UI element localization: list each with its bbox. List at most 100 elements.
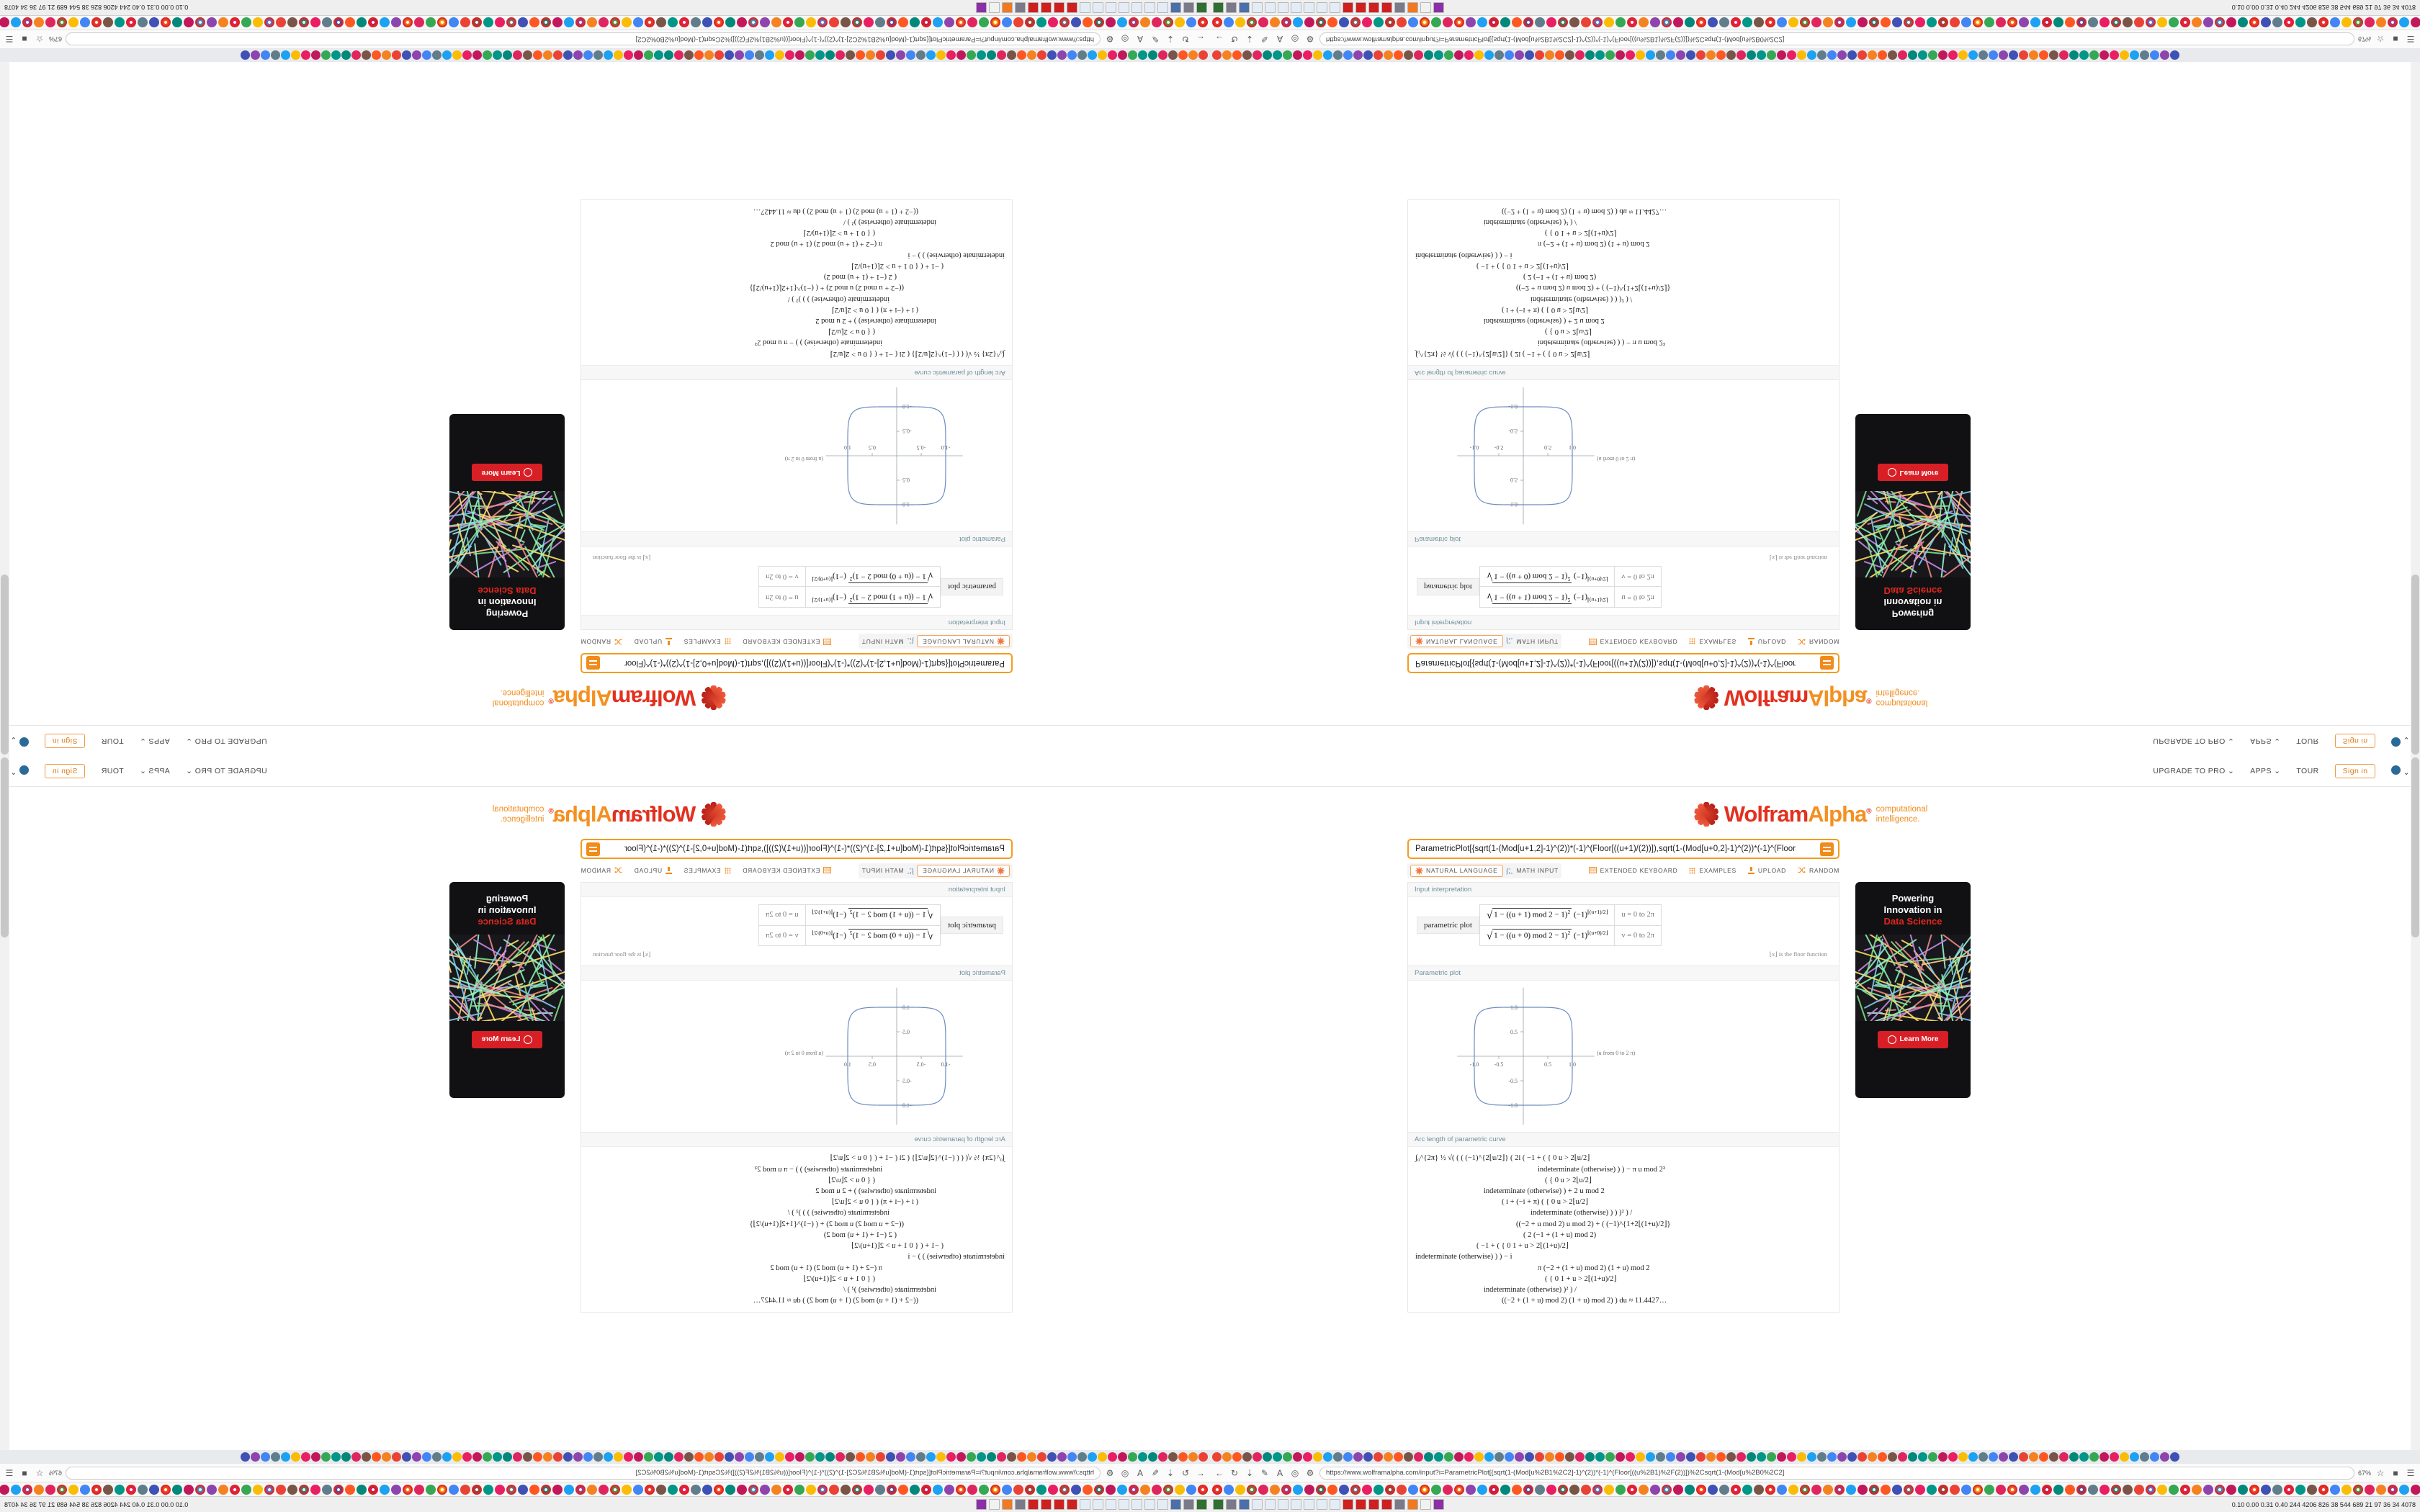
browser-tab[interactable] — [936, 51, 946, 60]
search-input[interactable]: ParametricPlot[{sqrt(1-(Mod[u+1,2]-1)^(2… — [1407, 653, 1839, 673]
browser-tab[interactable] — [261, 51, 270, 60]
address-bar[interactable]: https://www.wolframalpha.com/input?i=Par… — [66, 1467, 1101, 1480]
bookmark-favicon[interactable] — [2192, 18, 2202, 28]
reload-icon[interactable]: ↻ — [1229, 34, 1240, 45]
browser-tab[interactable] — [1585, 1452, 1595, 1462]
bookmark-favicon[interactable] — [829, 18, 839, 28]
advertisement-panel[interactable]: Powering Innovation in Data Science Lear… — [1855, 882, 1971, 1098]
wolframalpha-logo[interactable]: WolframAlpha® computational intelligence… — [493, 685, 727, 711]
bookmark-favicon[interactable] — [714, 1485, 724, 1495]
bookmark-favicon[interactable] — [2272, 18, 2282, 28]
bookmark-favicon[interactable] — [1117, 1485, 1127, 1495]
bookmark-favicon[interactable] — [1408, 1485, 1418, 1495]
browser-tab[interactable] — [1857, 51, 1867, 60]
browser-tab[interactable] — [422, 51, 431, 60]
bookmark-favicon[interactable] — [967, 18, 977, 28]
taskbar-icon-save[interactable] — [1170, 2, 1181, 13]
bookmark-favicon[interactable] — [91, 1485, 102, 1495]
bookmark-favicon[interactable] — [1094, 18, 1104, 28]
browser-tab[interactable] — [1404, 1452, 1413, 1462]
browser-tab[interactable] — [1535, 51, 1544, 60]
browser-tab[interactable] — [2059, 1452, 2069, 1462]
bookmark-favicon[interactable] — [403, 1485, 413, 1495]
bookmark-favicon[interactable] — [1362, 1485, 1372, 1495]
browser-tab[interactable] — [1333, 51, 1343, 60]
bookmark-favicon[interactable] — [1059, 1485, 1070, 1495]
browser-tab[interactable] — [1273, 1452, 1282, 1462]
browser-tab[interactable] — [2009, 1452, 2018, 1462]
bookmark-favicon[interactable] — [864, 18, 874, 28]
bookmark-favicon[interactable] — [1834, 1485, 1845, 1495]
random-button[interactable]: RANDOM — [581, 867, 622, 875]
bookmark-favicon[interactable] — [2249, 18, 2259, 28]
bookmark-favicon[interactable] — [2341, 18, 2352, 28]
browser-tab[interactable] — [1494, 1452, 1504, 1462]
browser-tab[interactable] — [1817, 1452, 1827, 1462]
bookmark-favicon[interactable] — [1048, 18, 1058, 28]
taskbar-icon-notepad[interactable] — [1252, 1499, 1263, 1510]
math-input-button[interactable]: ∫ π Σa MATH INPUT — [1506, 638, 1559, 646]
bookmark-favicon[interactable] — [161, 1485, 171, 1495]
taskbar-icon-terminal[interactable] — [1213, 2, 1224, 13]
bookmark-favicon[interactable] — [1512, 1485, 1522, 1495]
bookmark-favicon[interactable] — [910, 18, 920, 28]
browser-tab[interactable] — [362, 51, 371, 60]
bookmark-favicon[interactable] — [1025, 18, 1035, 28]
browser-tab[interactable] — [1898, 1452, 1907, 1462]
bookmark-favicon[interactable] — [1408, 18, 1418, 28]
browser-tab[interactable] — [1394, 51, 1403, 60]
top-navigation[interactable]: UPGRADE TO PRO ⌄ APPS ⌄ TOUR Sign in ⌄ — [2153, 726, 2410, 756]
browser-tab[interactable] — [997, 51, 1006, 60]
bookmark-favicon[interactable] — [737, 18, 747, 28]
browser-tab[interactable] — [1303, 1452, 1312, 1462]
bookmark-favicon[interactable] — [2180, 18, 2190, 28]
search-area[interactable]: ParametricPlot[{sqrt(1-(Mod[u+1,2]-1)^(2… — [1407, 653, 1839, 673]
bookmark-favicon[interactable] — [195, 1485, 205, 1495]
bookmark-favicon[interactable] — [1639, 18, 1649, 28]
bookmarks-bar[interactable] — [0, 16, 1210, 30]
bookmark-favicon[interactable] — [748, 18, 758, 28]
bookmark-favicon[interactable] — [1754, 18, 1764, 28]
bookmark-favicon[interactable] — [852, 1485, 862, 1495]
browser-tab[interactable] — [835, 51, 845, 60]
bookmark-favicon[interactable] — [2226, 1485, 2236, 1495]
bookmark-favicon[interactable] — [1604, 1485, 1614, 1495]
bookmark-favicon[interactable] — [898, 1485, 908, 1495]
bookmark-favicon[interactable] — [599, 1485, 609, 1495]
bookmark-favicon[interactable] — [380, 18, 390, 28]
language-globe-icon[interactable]: ⌄ — [2391, 735, 2410, 747]
bookmark-favicon[interactable] — [1512, 18, 1522, 28]
bookmark-favicon[interactable] — [2226, 18, 2236, 28]
bookmark-favicon[interactable] — [403, 18, 413, 28]
bookmark-favicon[interactable] — [1581, 1485, 1591, 1495]
bookmark-favicon[interactable] — [1036, 18, 1047, 28]
bookmark-favicon[interactable] — [2249, 1485, 2259, 1495]
bookmark-favicon[interactable] — [2134, 1485, 2144, 1495]
browser-tab[interactable] — [452, 51, 462, 60]
bookmark-favicon[interactable] — [1224, 1485, 1234, 1495]
input-mode-toolbar[interactable]: NATURAL LANGUAGE ∫ π Σa MATH INPUT — [1407, 863, 1839, 878]
scrollbar-thumb[interactable] — [1, 757, 9, 937]
bookmark-favicon[interactable] — [2272, 1485, 2282, 1495]
bookmark-favicon[interactable] — [172, 1485, 182, 1495]
browser-tab[interactable] — [1525, 51, 1534, 60]
browser-tab[interactable] — [1017, 1452, 1026, 1462]
browser-tab[interactable] — [432, 51, 442, 60]
browser-tab[interactable] — [1807, 51, 1816, 60]
taskbar-icon-notepad[interactable] — [1278, 2, 1289, 13]
bookmark-favicon[interactable] — [1420, 18, 1430, 28]
bookmark-favicon[interactable] — [1719, 1485, 1729, 1495]
bookmark-favicon[interactable] — [1350, 1485, 1361, 1495]
bookmark-favicon[interactable] — [1129, 18, 1139, 28]
browser-tab[interactable] — [1494, 51, 1504, 60]
browser-tab[interactable] — [1198, 51, 1208, 60]
browser-tab[interactable] — [906, 51, 915, 60]
bookmark-favicon[interactable] — [1650, 1485, 1660, 1495]
bookmark-favicon[interactable] — [57, 1485, 67, 1495]
taskbar-icon-monitor[interactable] — [1226, 2, 1237, 13]
bookmark-favicon[interactable] — [2399, 1485, 2409, 1495]
taskbar-icon-monitor[interactable] — [1183, 1499, 1194, 1510]
ad-learn-more-button[interactable]: Learn More — [472, 1031, 543, 1048]
language-globe-icon[interactable]: ⌄ — [10, 735, 29, 747]
bookmark-favicon[interactable] — [1904, 18, 1914, 28]
